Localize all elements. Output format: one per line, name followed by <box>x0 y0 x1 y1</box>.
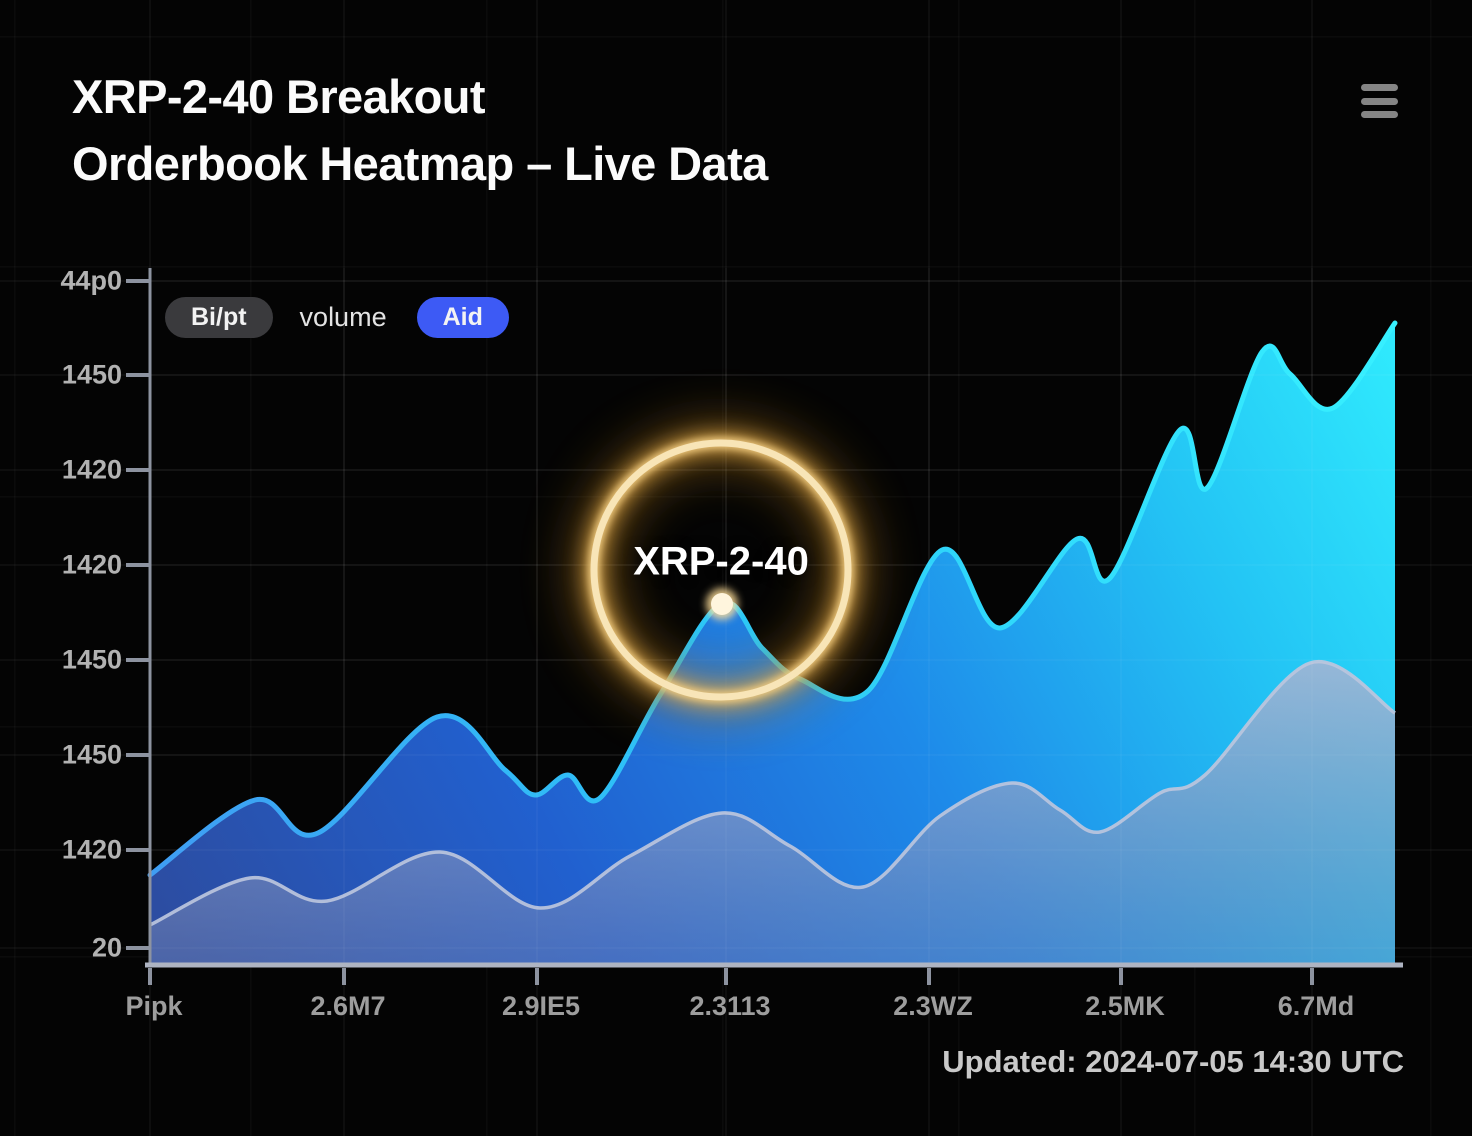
legend-item-bipt[interactable]: Bi/pt <box>165 297 273 338</box>
legend-item-label: Bi/pt <box>191 303 247 331</box>
page-title-line2: Orderbook Heatmap – Live Data <box>72 136 768 190</box>
y-tick-label: 1420 <box>61 834 122 865</box>
y-tick-label: 1450 <box>61 739 122 770</box>
x-tick-label: 2.6M7 <box>310 991 386 1021</box>
annotation-label: XRP-2-40 <box>633 539 809 584</box>
y-tick-label: 1420 <box>61 454 122 485</box>
series-layer <box>147 320 1398 963</box>
volume-line-path <box>149 659 1396 927</box>
page-title: XRP-2-40 Breakout Orderbook Heatmap – Li… <box>72 64 768 197</box>
page-title-line1: XRP-2-40 Breakout <box>72 70 486 123</box>
hamburger-icon <box>1361 97 1398 105</box>
y-tick-label: 1420 <box>61 549 122 580</box>
glow-ring-core <box>590 439 852 701</box>
gridlines-overlay <box>150 268 1400 963</box>
axes <box>126 268 1403 985</box>
legend-item-label: volume <box>299 302 387 332</box>
x-tick-label: Pipk <box>125 991 183 1021</box>
x-tick-label: 2.9IE5 <box>501 991 581 1021</box>
legend: Bi/pt volume Aid <box>165 297 509 338</box>
hamburger-icon <box>1361 111 1398 118</box>
x-tick-label: 6.7Md <box>1277 991 1355 1021</box>
x-tick-label: 2.3WZ <box>893 991 973 1021</box>
highlight-ring <box>571 420 871 720</box>
legend-item-label: Aid <box>442 303 483 331</box>
y-tick-label: 1450 <box>61 359 122 390</box>
x-tick-label: 2.5MK <box>1085 991 1165 1021</box>
volume-area-path <box>150 661 1395 963</box>
price-area-path <box>150 323 1395 963</box>
peak-marker-dot <box>711 593 733 615</box>
legend-item-aid[interactable]: Aid <box>416 297 509 338</box>
y-tick-label: 20 <box>91 932 122 963</box>
y-tick-label: 1450 <box>61 644 122 675</box>
updated-timestamp: Updated: 2024-07-05 14:30 UTC <box>942 1044 1404 1079</box>
legend-item-volume[interactable]: volume <box>300 302 387 333</box>
hamburger-icon <box>1361 84 1398 91</box>
price-line-path <box>147 320 1398 878</box>
y-tick-label: 44p0 <box>60 265 122 296</box>
menu-button[interactable] <box>1361 82 1401 120</box>
x-tick-label: 2.3113 <box>689 991 771 1021</box>
